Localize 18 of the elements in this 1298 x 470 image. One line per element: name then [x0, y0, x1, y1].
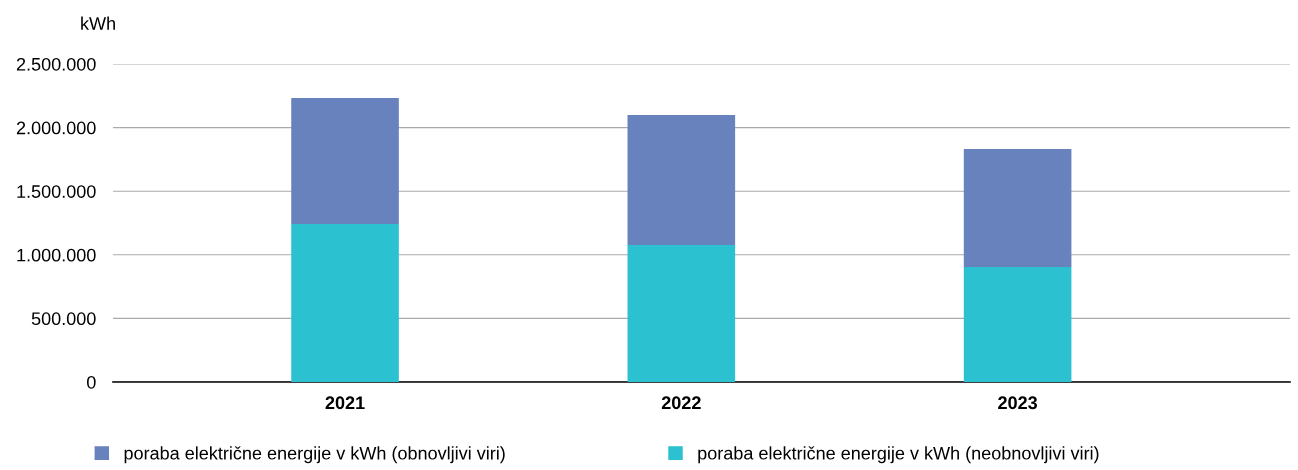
bar — [963, 148, 1072, 268]
y-tick-label: 0 — [87, 375, 96, 389]
bar — [627, 115, 736, 246]
legend-label: poraba električne energije v kWh (obnovljivi viri) — [124, 446, 505, 464]
x-tick-label: 2023 — [998, 396, 1038, 410]
x-tick-label: 2021 — [325, 396, 365, 410]
bar — [291, 97, 399, 225]
x-tick-label: 2022 — [661, 396, 701, 410]
y-tick-label: 2.000.000 — [16, 121, 96, 135]
bar — [291, 224, 399, 382]
y-tick-label: 1.500.000 — [17, 185, 96, 198]
y-tick-label: 2.500.000 — [16, 57, 96, 71]
y-tick-label: 1.000.000 — [17, 248, 96, 262]
y-axis-title: kWh — [81, 16, 115, 30]
bar — [627, 245, 736, 382]
y-tick-label: 500.000 — [31, 312, 96, 326]
bar — [963, 267, 1072, 382]
legend-label: poraba električne energije v kWh (neobnovljivi viri) — [698, 446, 1099, 464]
